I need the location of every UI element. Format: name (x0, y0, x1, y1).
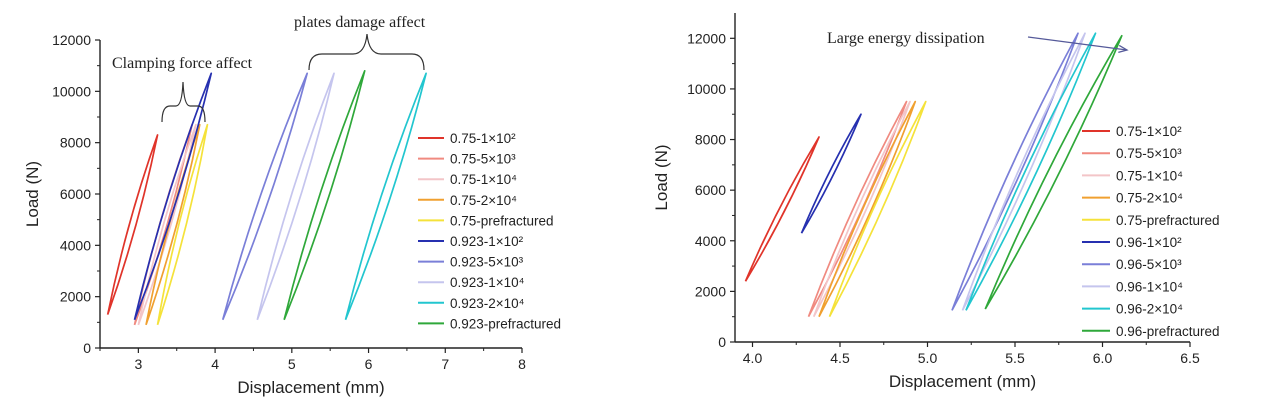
y-tick-label: 10000 (52, 83, 91, 99)
legend-label: 0.96-2×10⁴ (1116, 302, 1183, 317)
series-loop-5 (800, 113, 862, 234)
x-tick-label: 4 (211, 356, 219, 372)
y-tick-label: 0 (718, 334, 726, 350)
annotation-brace (308, 33, 425, 71)
series-loop-8 (344, 72, 427, 321)
y-tick-label: 12000 (687, 30, 726, 46)
legend-label: 0.923-5×10³ (450, 255, 524, 270)
legend-label: 0.75-1×10² (450, 131, 516, 146)
x-tick-label: 5 (288, 356, 296, 372)
y-tick-label: 4000 (60, 237, 91, 253)
y-tick-label: 2000 (60, 289, 91, 305)
y-axis-label: Load (N) (652, 144, 671, 210)
series-loop-8 (965, 32, 1097, 311)
legend-label: 0.96-prefractured (1116, 324, 1220, 339)
annotation-text: Large energy dissipation (827, 30, 985, 47)
x-tick-label: 4.5 (830, 350, 850, 366)
series-loop-2 (812, 100, 911, 318)
x-tick-label: 8 (518, 356, 526, 372)
legend-label: 0.923-1×10⁴ (450, 275, 525, 290)
legend-label: 0.75-2×10⁴ (1116, 191, 1183, 206)
x-tick-label: 5.5 (1005, 350, 1025, 366)
annotation-text: plates damage affect (294, 14, 426, 31)
annotation-brace (161, 81, 206, 123)
series-loop-0 (744, 136, 820, 282)
series-loop-9 (283, 69, 366, 321)
legend-label: 0.96-1×10² (1116, 235, 1182, 250)
y-tick-label: 10000 (687, 81, 726, 97)
y-tick-label: 2000 (695, 283, 726, 299)
y-tick-label: 8000 (695, 132, 726, 148)
x-tick-label: 3 (134, 356, 142, 372)
series-loop-0 (106, 134, 159, 315)
y-tick-label: 6000 (60, 186, 91, 202)
annotation-text: Clamping force affect (112, 55, 253, 72)
y-tick-label: 6000 (695, 182, 726, 198)
x-tick-label: 4.0 (743, 350, 763, 366)
series-loop-1 (807, 100, 908, 318)
legend-label: 0.75-2×10⁴ (450, 193, 517, 208)
y-tick-label: 0 (83, 340, 91, 356)
x-axis-label: Displacement (mm) (889, 372, 1036, 391)
right-chart: 4.0 4.5 5.0 5.5 6.0 6.5 0 2000 4000 6000 8000 10000… (652, 13, 1220, 391)
legend-label: 0.923-1×10² (450, 234, 524, 249)
series-loop-7 (961, 32, 1086, 311)
y-tick-label: 4000 (695, 233, 726, 249)
annotation-arrowhead (1118, 44, 1129, 54)
series-loop-3 (145, 123, 201, 326)
series-loop-5 (133, 72, 213, 321)
x-tick-label: 5.0 (918, 350, 938, 366)
legend-label: 0.75-5×10³ (450, 152, 516, 167)
legend-label: 0.75-1×10⁴ (1116, 168, 1183, 183)
legend-label: 0.923-2×10⁴ (450, 296, 525, 311)
annotation-arrow (1027, 36, 1128, 51)
left-chart: 3 4 5 6 7 8 0 2000 4000 6000 8000 10000 12000 Displac… (23, 14, 561, 397)
y-tick-label: 8000 (60, 135, 91, 151)
legend-label: 0.75-1×10⁴ (450, 172, 517, 187)
y-axis-label: Load (N) (23, 161, 42, 227)
y-tick-label: 12000 (52, 32, 91, 48)
series-loop-7 (256, 72, 335, 321)
x-tick-label: 7 (441, 356, 449, 372)
series-loop-9 (984, 34, 1123, 310)
x-tick-label: 6 (365, 356, 373, 372)
x-axis-label: Displacement (mm) (237, 378, 384, 397)
series-loop-6 (221, 72, 309, 321)
legend-label: 0.75-prefractured (1116, 213, 1220, 228)
series-loop-3 (818, 100, 917, 318)
legend-label: 0.75-prefractured (450, 213, 554, 228)
series-loop-4 (828, 100, 927, 318)
legend-label: 0.96-5×10³ (1116, 257, 1182, 272)
x-tick-label: 6.5 (1180, 350, 1200, 366)
series-loop-4 (156, 123, 209, 326)
legend-label: 0.75-5×10³ (1116, 146, 1182, 161)
legend-label: 0.75-1×10² (1116, 124, 1182, 139)
x-tick-label: 6.0 (1093, 350, 1113, 366)
legend-label: 0.96-1×10⁴ (1116, 279, 1183, 294)
legend-label: 0.923-prefractured (450, 316, 561, 331)
